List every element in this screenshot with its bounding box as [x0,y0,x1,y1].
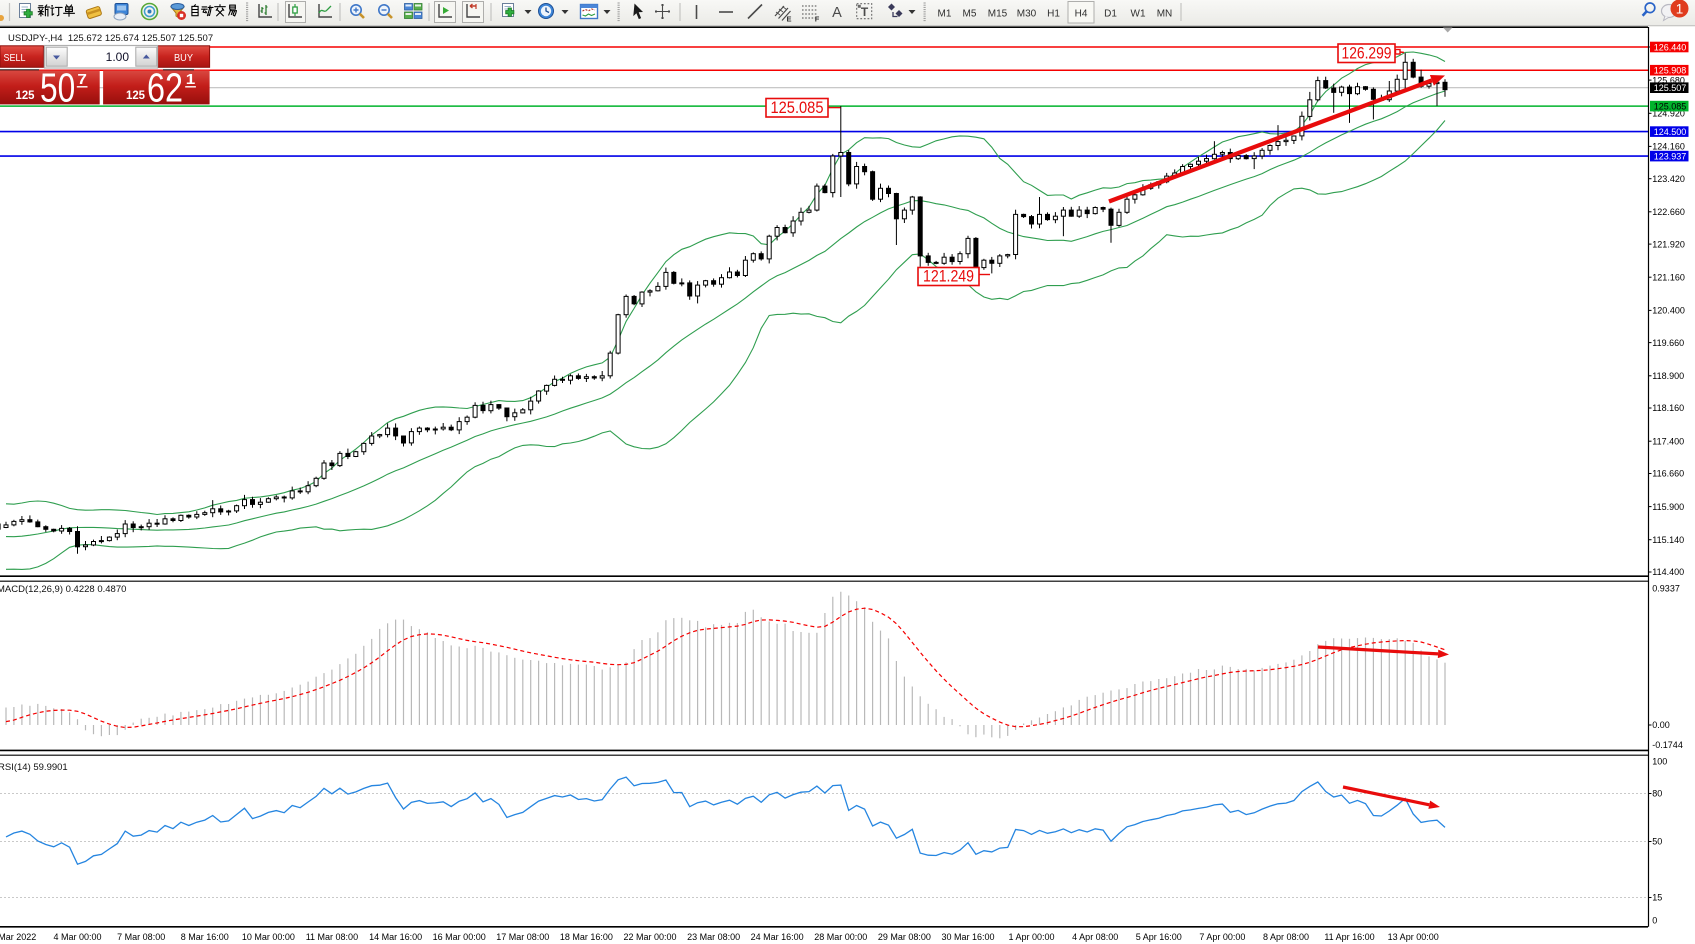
svg-text:W1: W1 [1131,9,1146,20]
svg-text:121.920: 121.920 [1652,239,1685,249]
svg-text:119.660: 119.660 [1652,338,1684,348]
svg-text:M30: M30 [1017,9,1037,20]
svg-text:125: 125 [126,88,145,102]
svg-text:118.900: 118.900 [1652,371,1684,381]
svg-text:7 Mar 08:00: 7 Mar 08:00 [117,932,165,942]
svg-text:16 Mar 00:00: 16 Mar 00:00 [433,932,486,942]
svg-text:M1: M1 [938,9,952,20]
svg-text:118.160: 118.160 [1652,403,1684,413]
svg-text:-0.1744: -0.1744 [1652,740,1683,750]
svg-text:F: F [815,15,820,24]
svg-text:62: 62 [147,65,183,111]
svg-text:125.085: 125.085 [771,99,824,117]
svg-text:M5: M5 [963,9,977,20]
svg-text:125.507: 125.507 [1654,83,1687,93]
svg-text:124.500: 124.500 [1654,127,1687,137]
svg-text:D1: D1 [1104,9,1117,20]
svg-text:0.00: 0.00 [1652,720,1670,730]
svg-text:30 Mar 16:00: 30 Mar 16:00 [941,932,994,942]
svg-text:0.9337: 0.9337 [1652,584,1680,594]
svg-text:114.400: 114.400 [1652,567,1684,577]
svg-text:T: T [861,5,869,19]
svg-text:121.249: 121.249 [923,267,974,285]
svg-text:15: 15 [1652,893,1662,903]
svg-text:8 Mar 16:00: 8 Mar 16:00 [181,932,229,942]
svg-text:MACD(12,26,9) 0.4228 0.4870: MACD(12,26,9) 0.4228 0.4870 [0,584,126,595]
svg-text:117.400: 117.400 [1652,436,1684,446]
svg-text:115.140: 115.140 [1652,535,1684,545]
svg-text:8 Apr 08:00: 8 Apr 08:00 [1263,932,1309,942]
svg-text:7: 7 [77,72,87,88]
svg-text:SELL: SELL [4,52,26,64]
svg-text:120.400: 120.400 [1652,306,1685,316]
svg-text:125.085: 125.085 [1654,102,1687,112]
svg-text:28 Mar 00:00: 28 Mar 00:00 [814,932,867,942]
svg-text:121.160: 121.160 [1652,272,1685,282]
svg-text:0: 0 [1652,916,1657,926]
svg-text:13 Apr 00:00: 13 Apr 00:00 [1388,932,1439,942]
svg-text:123.937: 123.937 [1654,152,1687,162]
svg-text:USDJPY-,H4 125.672 125.674 12: USDJPY-,H4 125.672 125.674 125.507 125.5… [8,33,213,44]
svg-text:125.680: 125.680 [1652,75,1685,85]
svg-text:126.440: 126.440 [1654,42,1687,52]
svg-text:H4: H4 [1075,9,1088,20]
svg-text:MN: MN [1157,9,1173,20]
svg-text:M15: M15 [988,9,1008,20]
svg-text:14 Mar 16:00: 14 Mar 16:00 [369,932,422,942]
svg-text:80: 80 [1652,789,1662,799]
svg-text:BUY: BUY [174,52,193,64]
svg-text:1 Apr 00:00: 1 Apr 00:00 [1008,932,1054,942]
svg-text:50: 50 [40,65,75,111]
svg-text:1: 1 [186,72,196,88]
svg-text:1: 1 [1676,2,1684,17]
svg-text:RSI(14) 59.9901: RSI(14) 59.9901 [0,762,68,773]
svg-text:125.908: 125.908 [1654,66,1687,76]
svg-text:17 Mar 08:00: 17 Mar 08:00 [496,932,549,942]
svg-text:24 Mar 16:00: 24 Mar 16:00 [751,932,804,942]
svg-text:125: 125 [16,88,35,102]
svg-text:10 Mar 00:00: 10 Mar 00:00 [242,932,295,942]
svg-text:123.420: 123.420 [1652,174,1685,184]
svg-text:23 Mar 08:00: 23 Mar 08:00 [687,932,740,942]
svg-text:50: 50 [1652,837,1662,847]
svg-text:29 Mar 08:00: 29 Mar 08:00 [878,932,931,942]
svg-text:E: E [786,15,791,24]
svg-text:124.160: 124.160 [1652,142,1685,152]
svg-text:5 Apr 16:00: 5 Apr 16:00 [1136,932,1182,942]
svg-text:11 Apr 16:00: 11 Apr 16:00 [1324,932,1374,942]
svg-text:7 Apr 00:00: 7 Apr 00:00 [1199,932,1245,942]
svg-text:116.660: 116.660 [1652,469,1684,479]
svg-text:11 Mar 08:00: 11 Mar 08:00 [306,932,358,942]
svg-text:1.00: 1.00 [106,50,130,64]
svg-text:115.900: 115.900 [1652,502,1684,512]
svg-text:4 Apr 08:00: 4 Apr 08:00 [1072,932,1118,942]
svg-text:18 Mar 16:00: 18 Mar 16:00 [560,932,613,942]
svg-text:100: 100 [1652,757,1667,767]
svg-text:124.920: 124.920 [1652,109,1685,119]
svg-text:4 Mar 00:00: 4 Mar 00:00 [53,932,101,942]
svg-text:22 Mar 00:00: 22 Mar 00:00 [623,932,676,942]
svg-text:122.660: 122.660 [1652,207,1685,217]
svg-text:A: A [832,5,842,21]
svg-text:126.299: 126.299 [1342,44,1392,62]
svg-text:H1: H1 [1047,9,1060,20]
svg-text:4 Mar 2022: 4 Mar 2022 [0,932,36,942]
